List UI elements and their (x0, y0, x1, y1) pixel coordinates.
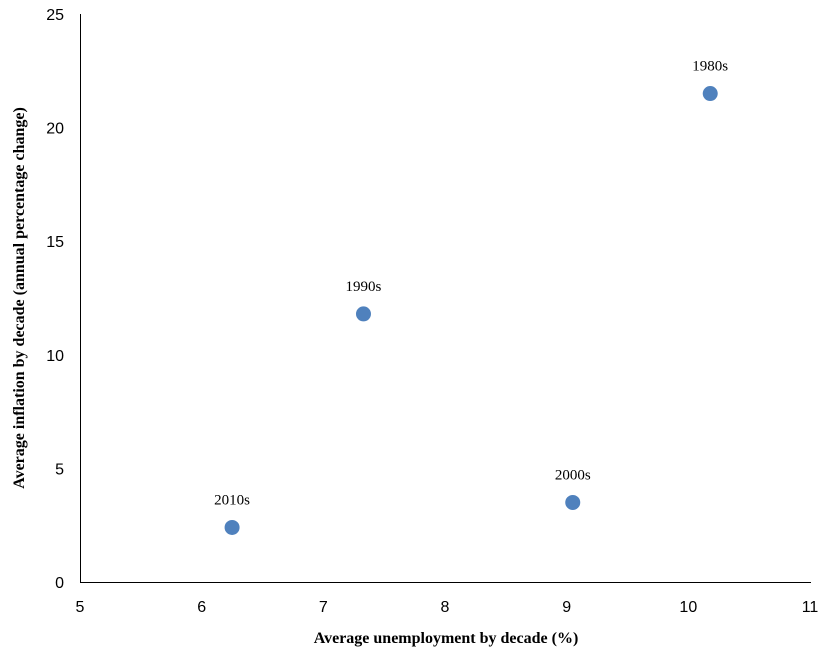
x-tick-label: 9 (562, 599, 571, 616)
y-tick-label: 15 (46, 234, 64, 251)
x-tick-label: 8 (441, 599, 450, 616)
y-tick-label: 0 (55, 575, 64, 592)
x-tick-label: 10 (679, 599, 697, 616)
data-label: 2010s (214, 492, 250, 508)
data-label: 1990s (346, 279, 382, 295)
axes (80, 14, 811, 583)
data-points: 1980s 1990s 2000s 2010s (214, 59, 728, 535)
x-tick-label: 5 (76, 599, 85, 616)
data-point (565, 494, 581, 510)
data-label: 1980s (692, 59, 728, 75)
y-axis-title: Average inflation by decade (annual perc… (11, 107, 28, 489)
data-point (702, 86, 718, 102)
y-tick-label: 5 (55, 461, 64, 478)
x-tick-label: 7 (319, 599, 328, 616)
y-tick-label: 25 (46, 7, 64, 24)
x-tick-label: 6 (197, 599, 206, 616)
data-label: 2000s (555, 467, 591, 483)
data-point (355, 306, 371, 322)
y-tick-labels: 0 5 10 15 20 25 (46, 7, 64, 592)
x-tick-label: 11 (802, 599, 819, 616)
data-point (224, 519, 240, 535)
x-axis-title: Average unemployment by decade (%) (314, 630, 579, 647)
y-tick-label: 10 (46, 348, 64, 365)
x-tick-labels: 5 6 7 8 9 10 11 (76, 599, 819, 616)
y-tick-label: 20 (46, 121, 64, 138)
